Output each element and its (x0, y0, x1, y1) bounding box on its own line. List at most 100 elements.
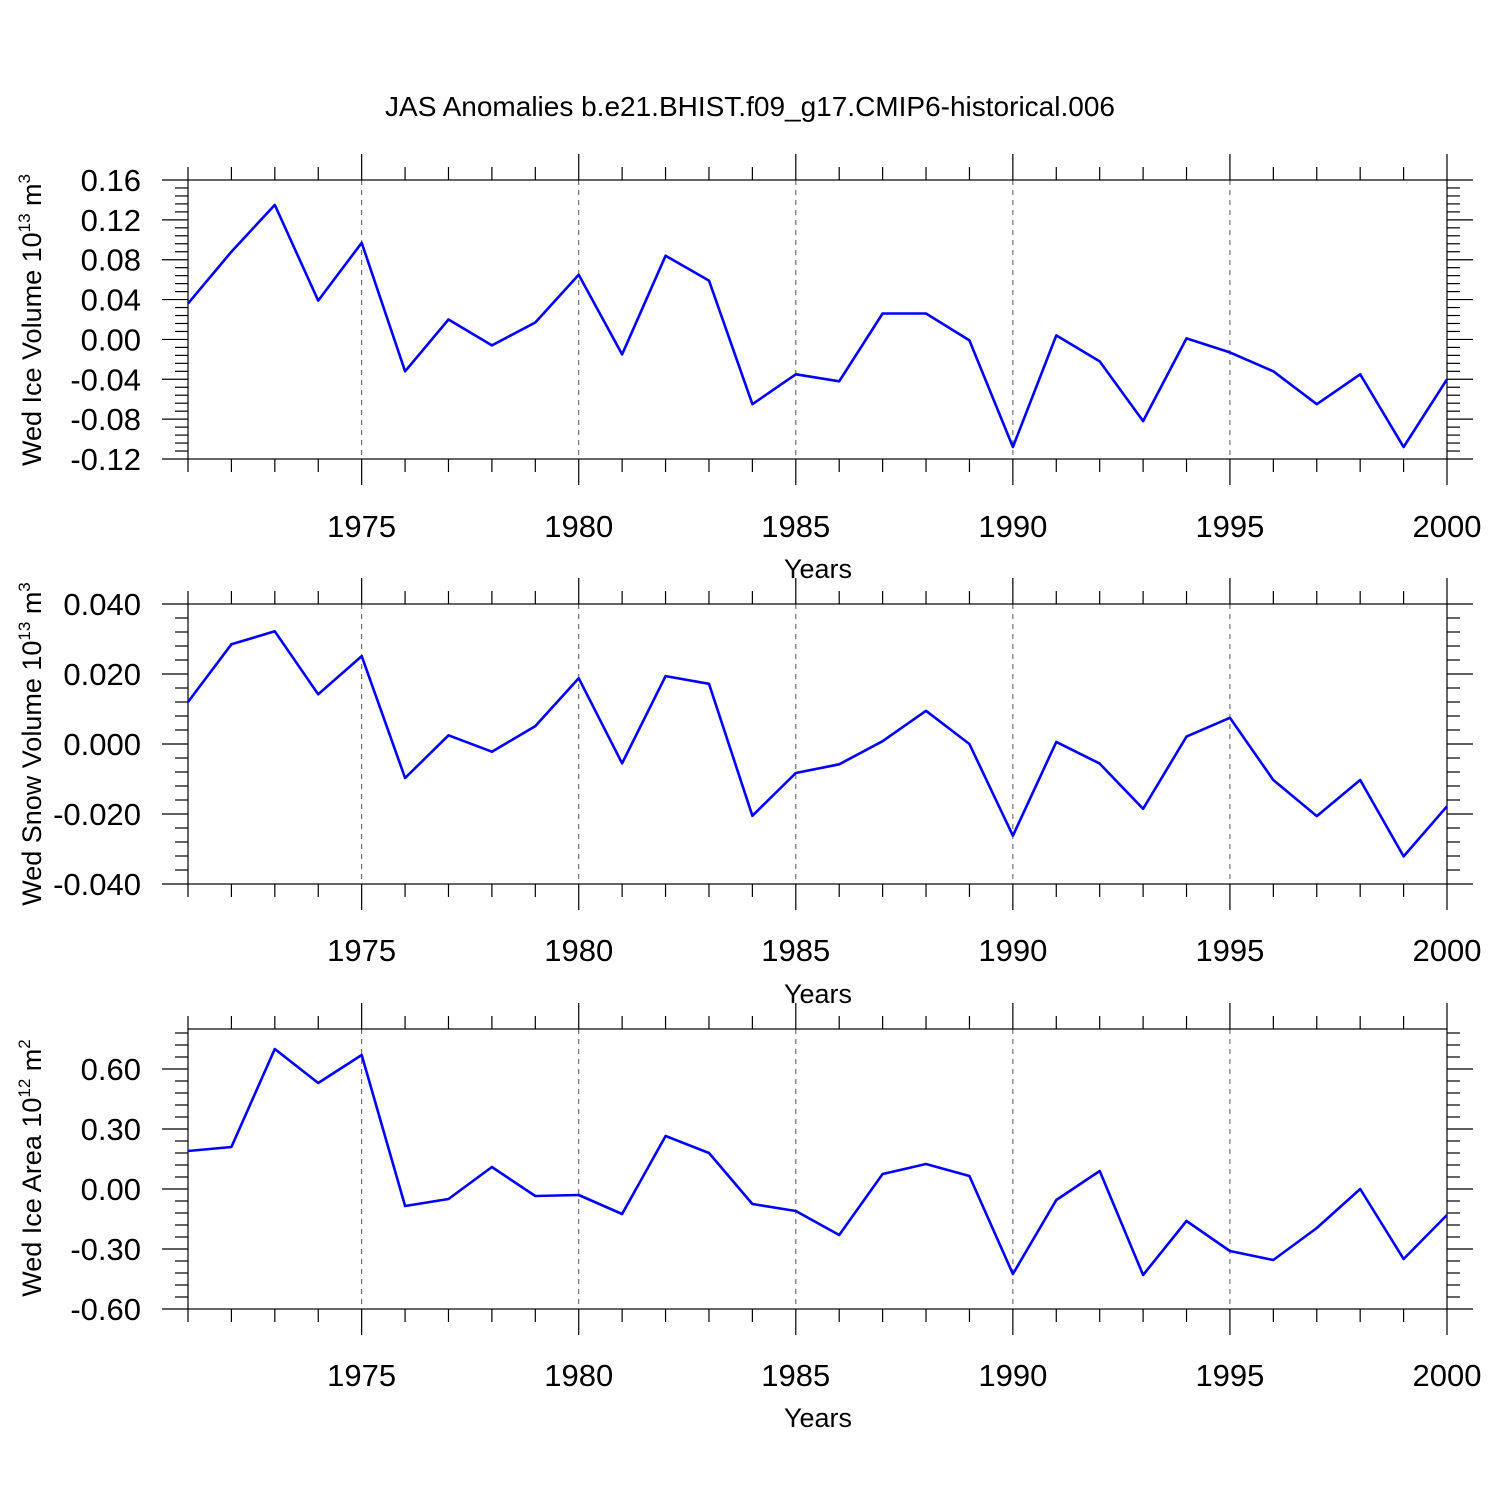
y-axis-label: Wed Ice Area 1012 m2 (15, 1039, 47, 1297)
data-point (577, 676, 581, 680)
x-tick-label: 1995 (1195, 1358, 1264, 1393)
data-point (837, 762, 841, 766)
data-point (1271, 369, 1275, 373)
data-point (229, 1145, 233, 1149)
data-point (273, 203, 277, 207)
x-tick-label: 1975 (327, 1358, 396, 1393)
data-point (1098, 359, 1102, 363)
y-tick-label: 0.000 (63, 727, 141, 762)
data-point (881, 312, 885, 316)
data-point (837, 379, 841, 383)
y-tick-label: 0.60 (81, 1052, 141, 1087)
data-point (1011, 1272, 1015, 1276)
data-point (1141, 807, 1145, 811)
x-axis-label: Years (784, 1403, 852, 1433)
data-point (881, 1172, 885, 1176)
x-axis-label: Years (784, 554, 852, 584)
data-point (707, 279, 711, 283)
data-point (316, 1081, 320, 1085)
data-point (1271, 1258, 1275, 1262)
data-point (1402, 445, 1406, 449)
y-tick-label: -0.60 (70, 1292, 141, 1327)
data-point (1054, 1198, 1058, 1202)
plot-frame (187, 603, 1448, 885)
data-point (186, 1149, 190, 1153)
figure-title: JAS Anomalies b.e21.BHIST.f09_g17.CMIP6-… (385, 91, 1115, 122)
data-point (620, 761, 624, 765)
data-point (1011, 445, 1015, 449)
y-tick-label: 0.16 (81, 163, 141, 198)
x-tick-label: 1990 (978, 933, 1047, 968)
data-point (490, 343, 494, 347)
y-tick-label: -0.08 (70, 402, 141, 437)
data-point (967, 1174, 971, 1178)
x-axis-label: Years (784, 979, 852, 1009)
y-tick-label: 0.04 (81, 283, 141, 318)
data-point (750, 402, 754, 406)
y-axis-label: Wed Snow Volume 1013 m3 (15, 582, 47, 906)
y-tick-label: -0.04 (70, 362, 141, 397)
data-point (794, 372, 798, 376)
data-point (1402, 854, 1406, 858)
chart-panel-3: -0.60 -0.30 0.00 0.30 0.60 1975 1980 1985 1990 19… (15, 1003, 1481, 1433)
x-tick-label: 1980 (544, 509, 613, 544)
y-tick-label: 0.00 (81, 322, 141, 357)
y-tick-label: -0.020 (53, 797, 141, 832)
y-tick-label: -0.040 (53, 867, 141, 902)
data-point (490, 1165, 494, 1169)
data-point (229, 250, 233, 254)
data-point (1054, 740, 1058, 744)
data-point (490, 750, 494, 754)
data-point (620, 1212, 624, 1216)
x-tick-label: 2000 (1413, 933, 1482, 968)
data-point (924, 709, 928, 713)
data-point (1098, 762, 1102, 766)
data-point (1445, 377, 1449, 381)
y-tick-label: 0.30 (81, 1112, 141, 1147)
data-point (1358, 372, 1362, 376)
data-point (1358, 778, 1362, 782)
data-point (1402, 1257, 1406, 1261)
data-point (1141, 1273, 1145, 1277)
data-point (446, 318, 450, 322)
x-tick-label: 2000 (1413, 509, 1482, 544)
x-tick-label: 1980 (544, 933, 613, 968)
y-tick-label: 0.08 (81, 243, 141, 278)
data-point (750, 1202, 754, 1206)
x-tick-label: 1995 (1195, 933, 1264, 968)
data-point (1315, 402, 1319, 406)
data-point (229, 642, 233, 646)
data-point (1271, 778, 1275, 782)
y-tick-label: 0.040 (63, 587, 141, 622)
data-point (1315, 1226, 1319, 1230)
series-line (187, 203, 1449, 449)
data-point (403, 369, 407, 373)
series-line (187, 1047, 1448, 1277)
data-point (1011, 834, 1015, 838)
data-point (273, 1047, 277, 1051)
data-point (967, 338, 971, 342)
data-point (881, 739, 885, 743)
y-tick-label: 0.020 (63, 657, 141, 692)
data-point (446, 1197, 450, 1201)
data-point (533, 724, 537, 728)
x-tick-label: 2000 (1413, 1358, 1482, 1393)
data-point (316, 692, 320, 696)
data-point (794, 771, 798, 775)
y-axis-label: Wed Ice Volume 1013 m3 (15, 174, 47, 466)
data-point (664, 254, 668, 258)
data-point (1228, 1249, 1232, 1253)
x-tick-label: 1990 (978, 509, 1047, 544)
data-point (664, 674, 668, 678)
data-point (664, 1134, 668, 1138)
data-point (1185, 336, 1189, 340)
data-point (186, 302, 190, 306)
x-tick-label: 1985 (761, 933, 830, 968)
data-point (1185, 735, 1189, 739)
x-tick-label: 1985 (761, 509, 830, 544)
data-point (1141, 419, 1145, 423)
data-point (1445, 1213, 1449, 1217)
data-point (707, 1151, 711, 1155)
x-tick-label: 1975 (327, 933, 396, 968)
data-point (360, 654, 364, 658)
